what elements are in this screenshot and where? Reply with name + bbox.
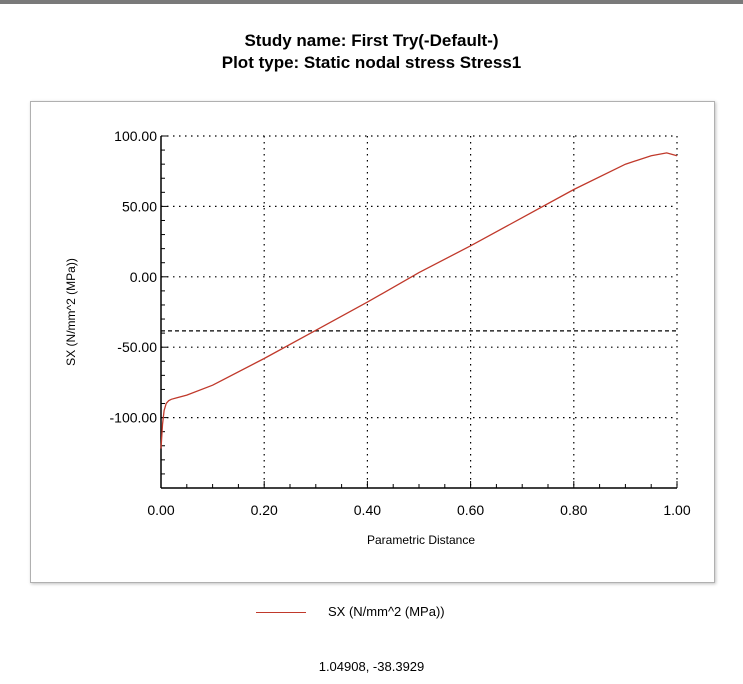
plot-frame[interactable]: 100.00 50.00 0.00 -50.00 -100.00 0.00 0.20 0.40… [30, 101, 715, 583]
y-tick-label: 0.00 [130, 269, 157, 285]
legend-label-sx: SX (N/mm^2 (MPa)) [328, 604, 445, 619]
study-name-title: Study name: First Try(-Default-) [244, 31, 499, 50]
legend-swatch-sx [256, 612, 306, 613]
cursor-coordinate-readout: 1.04908, -38.3929 [318, 659, 425, 674]
y-axis-label: SX (N/mm^2 (MPa)) [64, 258, 78, 366]
x-axis-label: Parametric Distance [367, 533, 475, 547]
x-tick-label: 0.20 [251, 502, 278, 518]
chart-title-block: Study name: First Try(-Default-) Plot ty… [0, 30, 743, 74]
y-tick-label: 100.00 [114, 128, 157, 144]
series-line-sx [160, 152, 678, 449]
x-tick-label: 1.00 [663, 502, 690, 518]
x-tick-label: 0.80 [560, 502, 587, 518]
chart-legend: SX (N/mm^2 (MPa)) [0, 601, 743, 625]
x-tick-label: 0.60 [457, 502, 484, 518]
y-tick-label: 50.00 [122, 198, 157, 214]
y-tick-label: -100.00 [110, 410, 158, 426]
x-tick-label: 0.00 [147, 502, 174, 518]
plot-type-title: Plot type: Static nodal stress Stress1 [221, 53, 522, 72]
stress-line-chart[interactable]: 100.00 50.00 0.00 -50.00 -100.00 0.00 0.20 0.40… [31, 102, 716, 584]
x-tick-label: 0.40 [354, 502, 381, 518]
y-tick-label: -50.00 [117, 339, 157, 355]
